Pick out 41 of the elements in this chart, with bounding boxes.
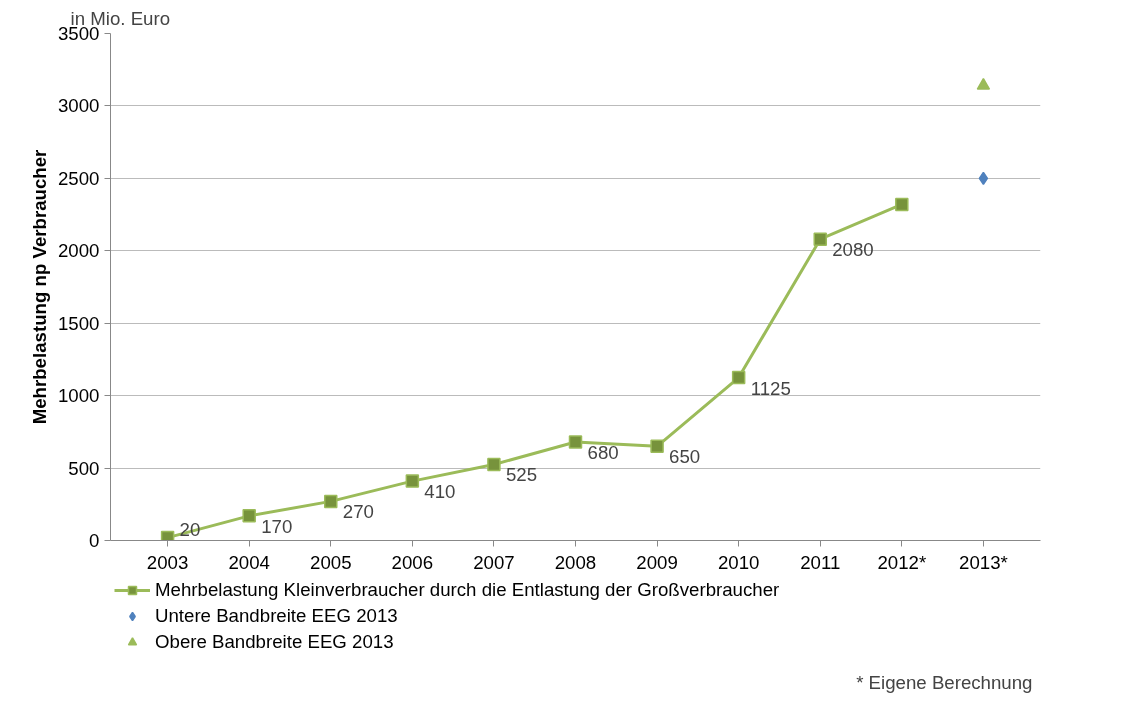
x-tick-label: 2013* — [959, 551, 1008, 573]
y-tick-label: 1000 — [58, 385, 100, 407]
point — [324, 494, 338, 509]
y-tick-label: 0 — [89, 530, 100, 551]
data-label: 650 — [669, 446, 701, 468]
y-tick-label: 500 — [68, 457, 100, 479]
point — [978, 171, 989, 186]
x-tick-label: 2007 — [473, 551, 515, 573]
text: * Eigene Berechnung — [856, 671, 1033, 693]
point — [650, 439, 664, 454]
y-tick-label: 2000 — [58, 240, 100, 262]
data-label: 1125 — [750, 377, 791, 399]
data-label: 170 — [261, 515, 293, 537]
point — [895, 197, 909, 212]
point — [242, 509, 256, 523]
y-tick-label: 2500 — [58, 167, 100, 189]
legend-label: Untere Bandbreite EEG 2013 — [155, 605, 398, 627]
y-axis-title: Mehrbelastung np Verbraucher — [29, 149, 50, 425]
point — [405, 474, 420, 488]
y-tick-label: 1500 — [58, 312, 100, 334]
x-tick-label: 2008 — [554, 551, 597, 573]
data-label: 2080 — [832, 239, 874, 261]
x-tick-label: 2009 — [636, 551, 678, 573]
point — [487, 457, 501, 472]
data-label: 410 — [424, 481, 456, 503]
legend-label: Obere Bandbreite EEG 2013 — [155, 631, 394, 653]
legend-label: Mehrbelastung Kleinverbraucher durch die Entlastung der Großverbraucher — [155, 579, 780, 601]
data-label: 525 — [505, 464, 538, 486]
x-tick-label: 2004 — [228, 551, 270, 573]
x-tick-label: 2005 — [310, 551, 352, 573]
point — [813, 232, 827, 246]
x-tick-label: 2010 — [717, 551, 760, 573]
data-label: 680 — [587, 442, 619, 463]
data-label: 270 — [342, 501, 374, 523]
point — [731, 370, 746, 385]
x-tick-label: 2006 — [391, 551, 434, 573]
x-tick-label: 2012* — [877, 551, 927, 573]
x-tick-label: 2011 — [800, 551, 841, 573]
y-tick-label: 3000 — [58, 95, 100, 117]
point — [568, 435, 583, 449]
x-tick-label: 2003 — [146, 551, 189, 573]
